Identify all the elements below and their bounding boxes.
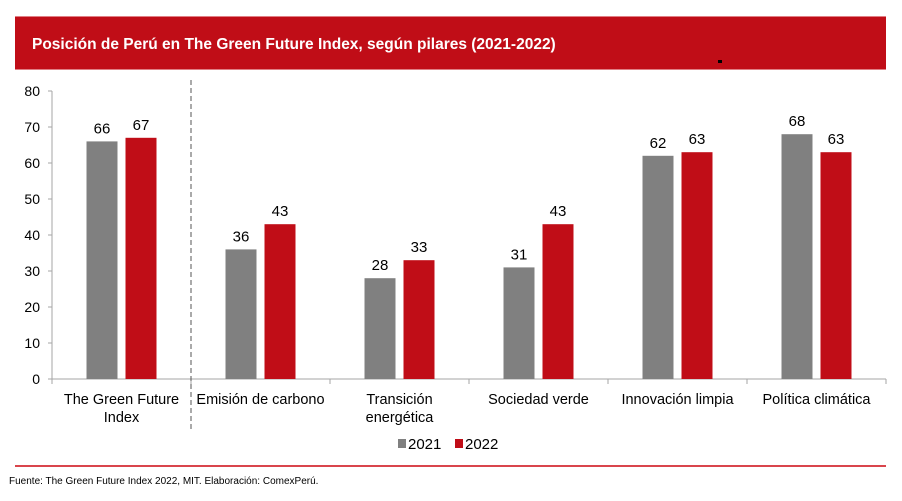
data-label: 63 xyxy=(689,131,706,148)
y-tick-label: 30 xyxy=(24,263,40,279)
source-note: Fuente: The Green Future Index 2022, MIT… xyxy=(9,476,319,487)
bar-2021 xyxy=(781,134,813,379)
legend-label: 2021 xyxy=(408,436,441,453)
y-tick-label: 40 xyxy=(24,227,40,243)
legend-label: 2022 xyxy=(465,436,498,453)
data-label: 43 xyxy=(550,203,567,220)
bar-2022 xyxy=(125,137,157,379)
y-tick-label: 70 xyxy=(24,119,40,135)
y-tick-label: 20 xyxy=(24,299,40,315)
x-tick-label: Emisión de carbono xyxy=(196,392,324,408)
y-tick-label: 60 xyxy=(24,155,40,171)
decorative-mark xyxy=(718,60,722,63)
data-label: 31 xyxy=(511,246,528,263)
data-label: 66 xyxy=(94,120,111,137)
bar-2021 xyxy=(225,249,257,379)
x-tick-label: Sociedad verde xyxy=(488,392,589,408)
data-label: 36 xyxy=(233,228,250,245)
bar-2022 xyxy=(681,152,713,379)
y-tick-label: 80 xyxy=(24,83,40,99)
x-tick-label: Transición xyxy=(366,392,432,408)
bar-2021 xyxy=(642,155,674,379)
chart-title: Posición de Perú en The Green Future Ind… xyxy=(32,36,556,53)
x-tick-label: energética xyxy=(366,410,435,426)
data-label: 67 xyxy=(133,117,150,134)
divider xyxy=(15,465,886,467)
legend-swatch-2022 xyxy=(455,439,463,448)
x-tick-label: Index xyxy=(104,410,140,426)
data-label: 33 xyxy=(411,239,428,256)
x-tick-label: Innovación limpia xyxy=(621,392,734,408)
bar-2022 xyxy=(542,224,574,379)
y-tick-label: 10 xyxy=(24,335,40,351)
legend-swatch-2021 xyxy=(398,439,406,448)
bar-2022 xyxy=(403,260,435,379)
bar-2022 xyxy=(820,152,852,379)
title-banner: Posición de Perú en The Green Future Ind… xyxy=(15,16,886,70)
data-label: 62 xyxy=(650,135,667,152)
data-label: 63 xyxy=(828,131,845,148)
bar-2021 xyxy=(503,267,535,379)
bar-2021 xyxy=(364,278,396,379)
data-label: 43 xyxy=(272,203,289,220)
bar-2021 xyxy=(86,141,118,379)
x-tick-label: Política climática xyxy=(763,392,872,408)
x-tick-label: The Green Future xyxy=(64,392,179,408)
data-label: 28 xyxy=(372,257,389,274)
data-label: 68 xyxy=(789,113,806,130)
y-tick-label: 50 xyxy=(24,191,40,207)
y-tick-label: 0 xyxy=(32,371,40,387)
bar-2022 xyxy=(264,224,296,379)
